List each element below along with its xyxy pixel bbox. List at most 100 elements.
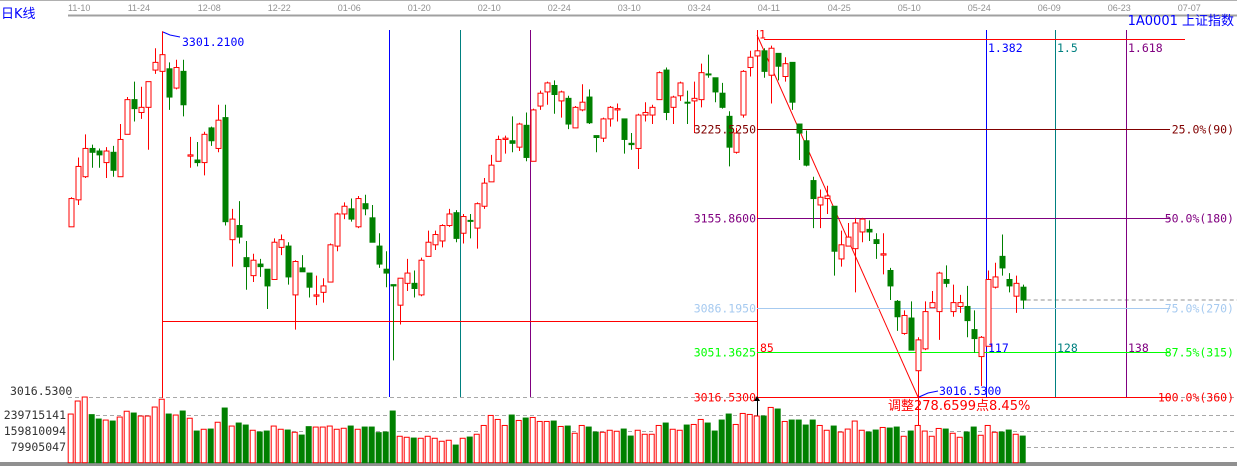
- candle: [292, 260, 299, 330]
- candle-body: [446, 213, 453, 227]
- candle: [362, 194, 369, 216]
- candle: [341, 202, 348, 220]
- volume-bar: [816, 424, 823, 464]
- volume-bar: [844, 428, 851, 464]
- candle-body: [565, 97, 572, 125]
- candle: [537, 90, 544, 110]
- candle-body: [425, 241, 432, 257]
- candle-body: [726, 115, 733, 148]
- volume-bar: [578, 424, 585, 464]
- candle: [635, 113, 642, 170]
- volume-bar: [480, 424, 487, 464]
- adjustment-note: 调整278.6599点8.45%: [888, 399, 1030, 414]
- candle: [698, 63, 705, 108]
- volume-tick-label: 239715141: [4, 408, 66, 422]
- candle: [229, 208, 236, 267]
- volume-bar: [459, 437, 466, 464]
- volume-bar: [725, 413, 732, 464]
- candle-body: [75, 165, 82, 201]
- date-tick-label: 12-08: [198, 3, 221, 13]
- candle: [649, 104, 656, 125]
- fib-level-label: 3155.8600: [694, 212, 756, 226]
- candle: [789, 61, 796, 110]
- candle-body: [138, 106, 145, 113]
- candle-body: [572, 106, 579, 129]
- candle: [908, 301, 915, 351]
- fib-level-label: 3225.5250: [694, 123, 756, 137]
- candle-body: [663, 69, 670, 113]
- volume-bar: [354, 428, 361, 464]
- candle: [320, 278, 327, 303]
- volume-bar: [697, 418, 704, 464]
- fib-percent-label: 75.0%(270): [1165, 302, 1234, 316]
- fib-time-start-count: 85: [760, 341, 774, 355]
- fib-percent-label: 87.5%(315): [1165, 346, 1234, 360]
- candle-body: [523, 124, 530, 158]
- candle-body: [243, 257, 250, 268]
- candle-body: [103, 150, 110, 164]
- candle-body: [474, 203, 481, 229]
- candle-body: [390, 284, 397, 287]
- candle-body: [516, 123, 523, 148]
- volume-bar: [291, 431, 298, 464]
- volume-bar: [865, 431, 872, 464]
- candle: [117, 124, 124, 178]
- candle-body: [978, 336, 985, 358]
- candle-body: [551, 84, 558, 95]
- candle-body: [369, 217, 376, 243]
- candle: [474, 202, 481, 249]
- volume-bar: [81, 396, 88, 464]
- period-label[interactable]: 日K线: [1, 7, 36, 22]
- price-axis-label: 3016.5300: [10, 384, 72, 398]
- candle: [775, 52, 782, 81]
- candle-body: [145, 81, 152, 108]
- candle-body: [985, 278, 992, 347]
- candle: [663, 67, 670, 121]
- volume-bars: [67, 396, 1026, 464]
- candle: [992, 262, 999, 289]
- fib-time-ratio: 1.618: [1128, 41, 1163, 55]
- candle-body: [929, 302, 936, 309]
- volume-bar: [606, 429, 613, 464]
- candle-body: [355, 198, 362, 228]
- candle: [530, 108, 537, 162]
- candle-body: [152, 61, 159, 71]
- volume-bar: [179, 410, 186, 464]
- candle: [348, 198, 355, 222]
- candle: [873, 233, 880, 259]
- volume-bar: [781, 420, 788, 464]
- candle-body: [831, 205, 838, 252]
- candle: [656, 71, 663, 101]
- candle: [866, 220, 873, 241]
- candle-body: [411, 282, 418, 289]
- candle-body: [635, 114, 642, 149]
- volume-bar: [508, 414, 515, 464]
- fib-time-count: 138: [1128, 341, 1149, 355]
- volume-bar: [438, 440, 445, 464]
- candle: [957, 294, 964, 313]
- candle: [180, 59, 187, 117]
- candle: [208, 126, 215, 146]
- volume-bar: [732, 423, 739, 464]
- volume-bar: [319, 426, 326, 464]
- volume-bar: [592, 431, 599, 464]
- candle-body: [271, 241, 278, 280]
- candle-body: [957, 302, 964, 307]
- candle: [89, 144, 96, 168]
- candle: [467, 213, 474, 239]
- candle-body: [229, 218, 236, 241]
- volume-bar: [417, 437, 424, 464]
- volume-tick-label: 159810094: [4, 424, 66, 438]
- candle-body: [131, 99, 138, 110]
- fib-time-ratio: 1.5: [1057, 41, 1078, 55]
- volume-bar: [424, 435, 431, 464]
- candle: [138, 86, 145, 119]
- volume-bar: [389, 410, 396, 464]
- fib-level-label: 3051.3625: [694, 346, 756, 360]
- candle-body: [124, 99, 131, 135]
- volume-bar: [284, 429, 291, 464]
- candle-body: [698, 72, 705, 101]
- candle-body: [992, 276, 999, 288]
- volume-bar: [249, 429, 256, 464]
- candle: [404, 258, 411, 292]
